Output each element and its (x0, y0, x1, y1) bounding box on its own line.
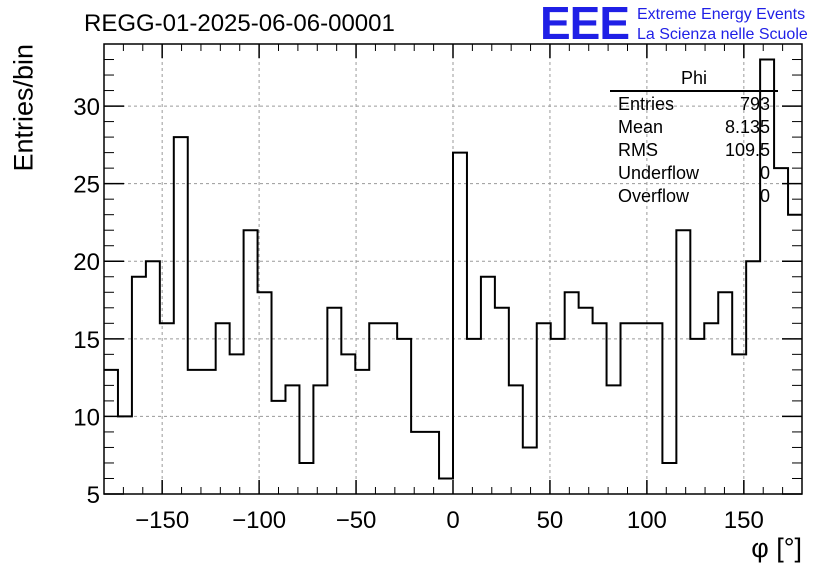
x-tick-label: −50 (336, 507, 377, 534)
axis-ticks (103, 43, 803, 495)
stats-title: Phi (610, 68, 778, 92)
x-tick-label: −100 (232, 507, 286, 534)
y-tick-label: 20 (73, 249, 100, 276)
stats-label: Entries (618, 94, 675, 114)
plot-frame (103, 43, 803, 495)
x-tick-label: 50 (537, 507, 564, 534)
stats-value: 8.135 (724, 117, 770, 137)
stats-value: 109.5 (724, 140, 770, 160)
x-tick-label: 100 (627, 507, 667, 534)
stats-label: Mean (618, 117, 664, 137)
y-axis-label: Entries/bin (8, 43, 39, 172)
x-axis-label: φ [°] (751, 533, 802, 563)
histogram-line (104, 58, 802, 480)
logo-line-1: Extreme Energy Events (637, 6, 806, 23)
stats-row-entries: Entries 793 (610, 92, 778, 115)
y-tick-label: 15 (73, 327, 100, 354)
tick-labels: −150 −100 −50 0 50 100 150 5 10 15 20 25 30 (73, 94, 764, 534)
stats-label: Overflow (618, 186, 690, 206)
y-tick-label: 10 (73, 404, 100, 431)
stats-row-mean: Mean 8.135 (610, 115, 778, 138)
y-tick-label: 25 (73, 172, 100, 199)
chart-title: REGG-01-2025-06-06-00001 (84, 10, 395, 37)
y-tick-label: 30 (73, 94, 100, 121)
logo-line-2: La Scienza nelle Scuole (637, 26, 808, 43)
x-tick-label: 150 (724, 507, 764, 534)
x-tick-label: 0 (446, 507, 459, 534)
stats-value: 793 (739, 94, 770, 114)
stats-row-overflow: Overflow 0 (610, 184, 778, 207)
stats-label: Underflow (618, 163, 700, 183)
y-tick-label: 5 (87, 482, 100, 509)
x-tick-label: −150 (135, 507, 189, 534)
stats-box: Phi Entries 793 Mean 8.135 RMS 109.5 Und… (610, 68, 778, 207)
eee-logo: EEE (540, 0, 630, 49)
stats-value: 0 (759, 186, 770, 206)
stats-label: RMS (618, 140, 658, 160)
stats-row-underflow: Underflow 0 (610, 161, 778, 184)
stats-value: 0 (759, 163, 770, 183)
stats-row-rms: RMS 109.5 (610, 138, 778, 161)
